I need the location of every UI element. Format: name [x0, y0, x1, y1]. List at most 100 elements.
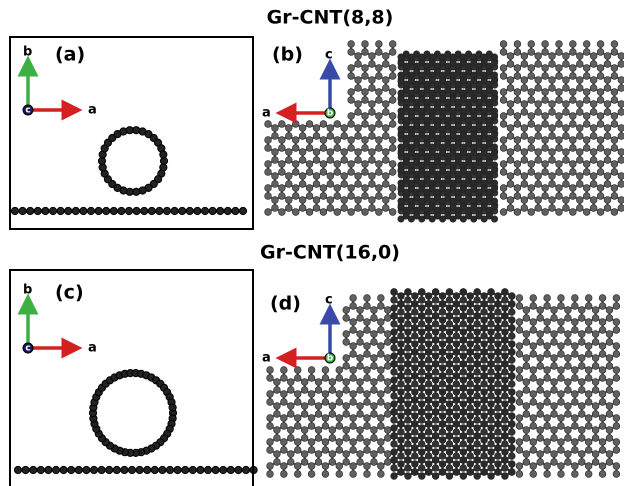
atom [280, 398, 288, 406]
atom [298, 124, 307, 132]
atom [363, 350, 371, 358]
atom [382, 52, 390, 60]
atom [480, 197, 488, 205]
atom [413, 50, 421, 58]
atom [445, 392, 454, 400]
atom [278, 120, 286, 128]
atom [340, 196, 348, 204]
atom [557, 326, 565, 334]
atom [439, 113, 447, 121]
atom [59, 465, 68, 475]
atom [135, 465, 144, 475]
atom [470, 53, 478, 61]
atom [397, 215, 405, 223]
atom [445, 440, 454, 448]
atom [534, 172, 542, 180]
atom [321, 374, 330, 382]
atom [444, 98, 452, 106]
atom [459, 107, 467, 115]
atom [428, 107, 436, 115]
atom [534, 60, 542, 68]
atom [370, 354, 378, 362]
atom [356, 362, 364, 370]
atom [428, 197, 436, 205]
atom [610, 88, 619, 96]
atom [550, 378, 558, 386]
atom [555, 112, 563, 120]
atom [564, 450, 572, 458]
atom [67, 465, 76, 475]
atom [363, 390, 371, 398]
atom [610, 48, 619, 56]
atom [423, 140, 431, 148]
atom [333, 120, 341, 128]
atom [333, 192, 341, 200]
atom [423, 212, 431, 220]
atom [596, 120, 605, 128]
atom [475, 188, 483, 196]
atom [423, 50, 431, 58]
atom [382, 100, 390, 108]
atom [543, 422, 551, 430]
atom [349, 414, 357, 422]
atom [522, 362, 531, 370]
atom [444, 206, 452, 214]
atom [300, 410, 309, 418]
atom [449, 95, 457, 103]
atom [536, 450, 544, 458]
atom [520, 52, 529, 60]
atom [33, 206, 42, 216]
atom [433, 122, 441, 130]
atom [536, 354, 544, 362]
atom [612, 374, 621, 382]
graphene-edge [10, 206, 248, 216]
atom [454, 170, 462, 178]
atom [165, 465, 175, 475]
atom [569, 96, 577, 104]
atom [413, 206, 421, 214]
atom [340, 148, 348, 156]
atom [596, 160, 605, 168]
atom [470, 77, 478, 85]
atom [591, 362, 600, 370]
atom [389, 72, 397, 80]
atom [428, 131, 436, 139]
atom [382, 156, 390, 164]
atom [298, 132, 307, 140]
atom [515, 398, 524, 406]
atom [370, 314, 378, 322]
atom [543, 470, 551, 478]
atom [475, 170, 483, 178]
atom [424, 428, 433, 436]
atom [375, 168, 383, 176]
atom [407, 113, 415, 121]
atom [389, 88, 397, 96]
atom [473, 296, 481, 304]
atom [397, 197, 405, 205]
atom [377, 302, 385, 310]
atom [454, 152, 462, 160]
atom [578, 402, 586, 410]
atom [280, 438, 288, 446]
atom [200, 206, 210, 216]
atom [564, 330, 572, 338]
atom [470, 131, 478, 139]
atom [548, 76, 556, 84]
atom [569, 120, 577, 128]
atom [582, 112, 591, 120]
atom [475, 80, 483, 88]
atom [431, 392, 440, 400]
atom [473, 344, 481, 352]
atom [294, 390, 302, 398]
atom [382, 124, 390, 132]
atom [439, 131, 447, 139]
atom [501, 464, 509, 472]
atom [307, 470, 316, 478]
atom [375, 88, 383, 96]
atom [349, 318, 357, 326]
atom [562, 52, 570, 60]
atom [382, 204, 390, 212]
atom [413, 104, 421, 112]
atom [522, 426, 531, 434]
atom [326, 156, 335, 164]
